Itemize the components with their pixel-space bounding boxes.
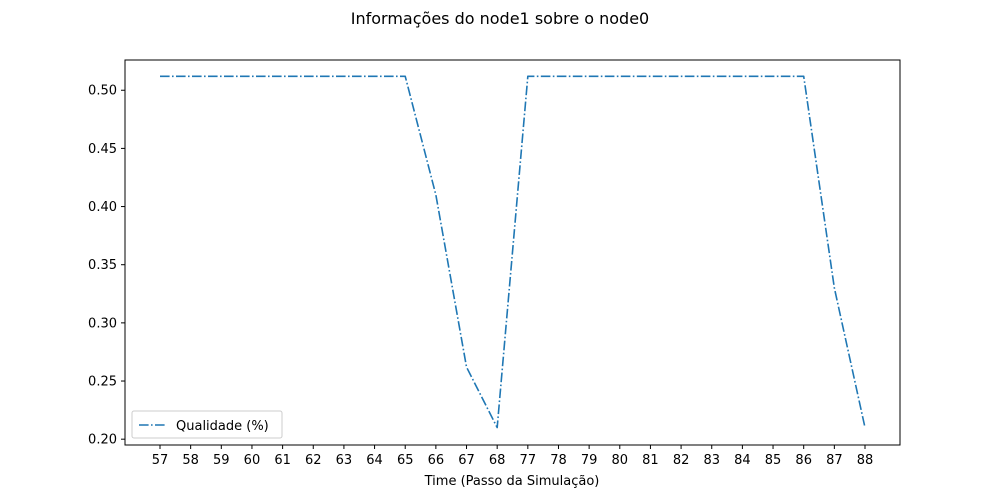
legend-box xyxy=(131,410,283,439)
x-tick-label: 88 xyxy=(857,453,874,468)
y-tick-label: 0.20 xyxy=(88,433,117,448)
y-tick-label: 0.40 xyxy=(88,200,117,215)
x-tick-label: 86 xyxy=(795,453,812,468)
x-tick-label: 80 xyxy=(612,453,629,468)
x-tick-label: 78 xyxy=(550,453,567,468)
y-tick-label: 0.30 xyxy=(88,316,117,331)
x-tick-label: 63 xyxy=(336,453,353,468)
series-layer xyxy=(160,75,866,429)
x-tick-label: 68 xyxy=(489,453,506,468)
x-tick-label: 87 xyxy=(826,453,843,468)
x-tick-label: 65 xyxy=(397,453,414,468)
x-axis-label: Time (Passo da Simulação) xyxy=(424,474,600,489)
y-tick-label: 0.25 xyxy=(88,375,117,390)
x-tick-label: 64 xyxy=(366,453,383,468)
plot-frame xyxy=(124,59,901,446)
y-tick-label: 0.50 xyxy=(88,84,117,99)
y-tick-label: 0.35 xyxy=(88,258,117,273)
x-tick-label: 58 xyxy=(182,453,199,468)
x-tick-label: 57 xyxy=(152,453,169,468)
x-tick-label: 61 xyxy=(274,453,291,468)
x-axis: 57 58 59 60 61 62 63 64 65 66 67 68 77 78 79 80 81 82 83 84… xyxy=(152,445,874,468)
y-axis: 0.20 0.25 0.30 0.35 0.40 0.45 0.50 xyxy=(88,84,125,448)
legend: Qualidade (%) xyxy=(131,410,283,439)
x-tick-label: 83 xyxy=(703,453,720,468)
y-tick-label: 0.45 xyxy=(88,142,117,157)
chart-title: Informações do node1 sobre o node0 xyxy=(351,9,649,28)
x-tick-label: 82 xyxy=(673,453,690,468)
x-tick-label: 62 xyxy=(305,453,322,468)
legend-label: Qualidade (%) xyxy=(176,419,269,434)
x-tick-label: 85 xyxy=(765,453,782,468)
x-tick-label: 77 xyxy=(520,453,537,468)
x-tick-label: 67 xyxy=(458,453,475,468)
x-tick-label: 60 xyxy=(244,453,261,468)
x-tick-label: 59 xyxy=(213,453,230,468)
x-tick-label: 66 xyxy=(428,453,445,468)
series-line xyxy=(160,75,866,429)
x-tick-label: 79 xyxy=(581,453,598,468)
x-tick-label: 84 xyxy=(734,453,751,468)
x-tick-label: 81 xyxy=(642,453,659,468)
